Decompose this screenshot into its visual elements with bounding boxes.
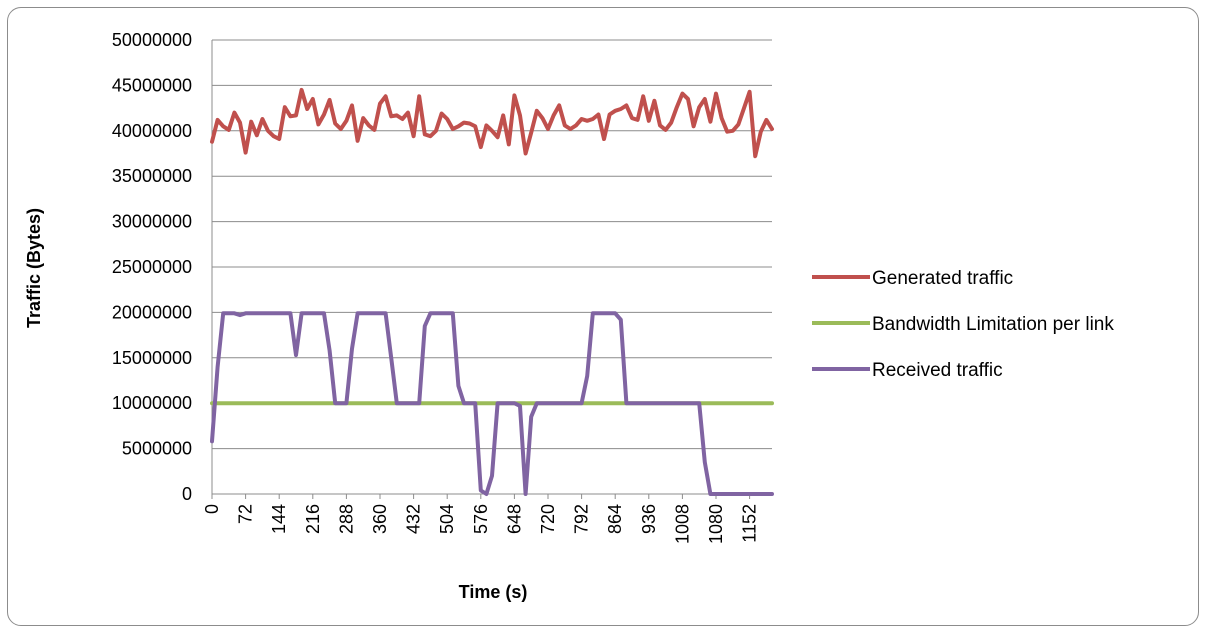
x-tick-label: 360 xyxy=(370,504,390,534)
x-tick-label: 1008 xyxy=(672,504,692,544)
x-tick-label: 432 xyxy=(404,504,424,534)
x-tick-label: 792 xyxy=(572,504,592,534)
y-tick-label: 35000000 xyxy=(112,166,192,186)
legend: Generated traffic Bandwidth Limitation pe… xyxy=(812,268,1114,381)
x-tick-label: 1152 xyxy=(740,504,760,543)
x-tick-label: 288 xyxy=(336,504,356,534)
series-line-0 xyxy=(210,87,774,159)
y-tick-label: 40000000 xyxy=(112,121,192,141)
series-line-2 xyxy=(210,311,774,496)
y-axis-title: Traffic (Bytes) xyxy=(24,208,44,328)
x-tick-label: 0 xyxy=(202,504,222,514)
legend-entry: Received traffic xyxy=(872,360,1003,381)
y-tick-label: 20000000 xyxy=(112,302,192,322)
x-tick-label: 504 xyxy=(437,504,457,534)
y-tick-label: 5000000 xyxy=(122,439,192,459)
chart-frame xyxy=(7,7,1199,626)
y-tick-label: 45000000 xyxy=(112,75,192,95)
x-tick-label: 216 xyxy=(303,504,323,534)
y-tick-label: 10000000 xyxy=(112,393,192,413)
x-tick-label: 72 xyxy=(236,504,256,524)
y-tick-label: 30000000 xyxy=(112,212,192,232)
x-tick-label: 648 xyxy=(504,504,524,534)
y-tick-label: 15000000 xyxy=(112,348,192,368)
y-tick-labels: 0 5000000 10000000 15000000 20000000 25000000… xyxy=(112,30,192,504)
y-tick-label: 0 xyxy=(182,484,192,504)
legend-entry: Bandwidth Limitation per link xyxy=(872,314,1114,335)
x-tick-label: 720 xyxy=(538,504,558,534)
x-tick-label: 1080 xyxy=(706,504,726,544)
x-tick-label: 936 xyxy=(639,504,659,534)
x-tick-labels: 0 72 144 216 288 360 432 504 576 648 720 792 864 936 1… xyxy=(202,494,760,544)
x-axis-title: Time (s) xyxy=(459,582,528,602)
x-tick-label: 576 xyxy=(471,504,491,534)
legend-entry: Generated traffic xyxy=(872,268,1013,289)
y-tick-label: 50000000 xyxy=(112,30,192,50)
x-tick-label: 864 xyxy=(605,504,625,534)
x-tick-label: 144 xyxy=(269,504,289,534)
y-tick-label: 25000000 xyxy=(112,257,192,277)
series-lines xyxy=(210,87,774,496)
